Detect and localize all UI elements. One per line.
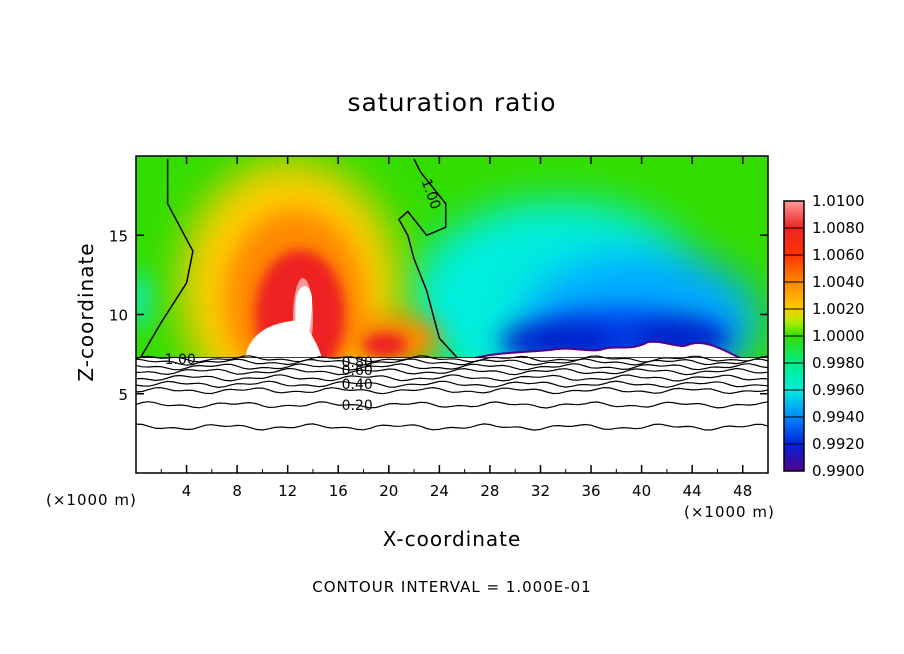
dry-isolines (136, 355, 768, 431)
colorbar-label: 0.9900 (812, 462, 865, 480)
dry-isoline (136, 358, 768, 366)
contour-line-1-00-right (397, 158, 459, 358)
x-tick-label: 4 (182, 482, 192, 500)
colorbar-label: 0.9940 (812, 408, 865, 426)
contour-label: 0.60 (342, 363, 373, 379)
x-tick-label: 44 (683, 482, 702, 500)
colorbar-label: 1.0040 (812, 273, 865, 291)
dry-isoline (136, 363, 768, 371)
colorbar-label: 1.0000 (812, 327, 865, 345)
colorbar-label: 1.0100 (812, 192, 865, 210)
x-tick-label: 40 (632, 482, 651, 500)
colorbar-label: 0.9920 (812, 435, 865, 453)
y-tick-label: 15 (109, 227, 128, 245)
colorbar-label: 0.9960 (812, 381, 865, 399)
x-unit-label-right: (×1000 m) (684, 503, 775, 521)
x-axis-ticks: 4 8 12 16 20 24 28 32 36 40 44 48 (160, 156, 752, 500)
x-axis-label: X-coordinate (382, 527, 522, 551)
chart-title: saturation ratio (347, 88, 557, 117)
y-axis-ticks: 5 10 15 (109, 227, 768, 404)
x-tick-label: 32 (531, 482, 550, 500)
contour-label: 0.20 (342, 398, 373, 414)
x-tick-label: 16 (329, 482, 348, 500)
dry-isoline (136, 380, 768, 389)
colorbar: 1.0100 1.0080 1.0060 1.0040 1.0020 1.0000 0.99… (783, 192, 865, 480)
x-tick-label: 48 (733, 482, 752, 500)
dry-isoline (136, 355, 768, 363)
dry-isoline (136, 401, 768, 409)
dry-isoline (136, 374, 768, 382)
contour-label: 1.00 (165, 352, 196, 368)
colorbar-label: 1.0020 (812, 300, 865, 318)
dry-isoline (136, 367, 768, 376)
contour-interval-note: CONTOUR INTERVAL = 1.000E-01 (312, 578, 592, 596)
colorbar-label: 0.9980 (812, 354, 865, 372)
contour-line-1-00-left (139, 159, 194, 358)
plot-area: 1.001.000.800.600.400.20 (135, 155, 769, 474)
y-tick-label: 5 (118, 386, 128, 404)
dry-isoline (136, 423, 768, 431)
x-tick-label: 36 (581, 482, 600, 500)
x-tick-label: 8 (232, 482, 242, 500)
contour-labels: 1.001.000.800.600.400.20 (165, 177, 444, 414)
colorbar-label: 1.0080 (812, 219, 865, 237)
x-unit-label-left: (×1000 m) (46, 491, 137, 509)
y-tick-label: 10 (109, 307, 128, 325)
x-tick-label: 24 (430, 482, 449, 500)
x-tick-label: 28 (480, 482, 499, 500)
colorbar-label: 1.0060 (812, 246, 865, 264)
dry-isoline (136, 386, 768, 395)
contour-label: 0.40 (342, 377, 373, 393)
x-tick-label: 12 (278, 482, 297, 500)
saturation-field (136, 156, 768, 358)
x-tick-label: 20 (379, 482, 398, 500)
contour-label: 0.80 (342, 355, 373, 371)
